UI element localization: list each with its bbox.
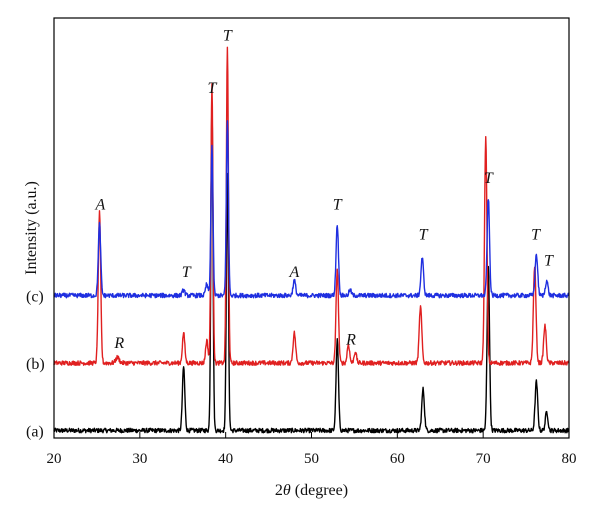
peak-annotation: T <box>223 28 233 45</box>
peak-annotation: T <box>333 196 343 213</box>
x-tick-label: 30 <box>132 451 147 467</box>
peak-annotation: R <box>345 331 356 348</box>
series-label: (a) <box>26 424 44 441</box>
peak-annotation: T <box>182 264 192 281</box>
series-layer <box>53 46 570 434</box>
x-axis-title-part: 2 <box>275 482 283 499</box>
x-tick-label: 60 <box>390 451 405 467</box>
curve-label-layer: (a) (b) (c) <box>26 289 45 441</box>
peak-annotation: T <box>419 226 429 243</box>
x-tick-label: 50 <box>304 451 319 467</box>
peak-annotation: A <box>94 196 105 213</box>
peak-annotation: R <box>113 335 124 352</box>
peak-annotation: T <box>207 80 217 97</box>
series-line <box>53 120 570 299</box>
x-tick-layer: 20 30 40 50 60 70 80 <box>47 432 577 467</box>
x-tick-label: 20 <box>47 451 62 467</box>
series-line <box>53 101 570 434</box>
peak-annotation: T <box>484 170 494 187</box>
series-label: (b) <box>26 356 45 373</box>
x-tick-label: 70 <box>476 451 491 467</box>
plot-frame <box>53 17 570 439</box>
x-tick-label: 80 <box>562 451 577 467</box>
peak-annotation: A <box>288 264 299 281</box>
y-axis-title: Intensity (a.u.) <box>23 181 40 275</box>
x-axis-title: 2θ (degree) <box>275 482 348 499</box>
x-axis-title-unit: (degree) <box>291 482 348 499</box>
x-axis-title-theta: θ <box>283 482 291 499</box>
series-line <box>53 46 570 366</box>
series-label: (c) <box>26 289 44 306</box>
peak-annotation: T <box>531 226 541 243</box>
x-tick-label: 40 <box>218 451 233 467</box>
peak-annotation: T <box>544 253 554 270</box>
